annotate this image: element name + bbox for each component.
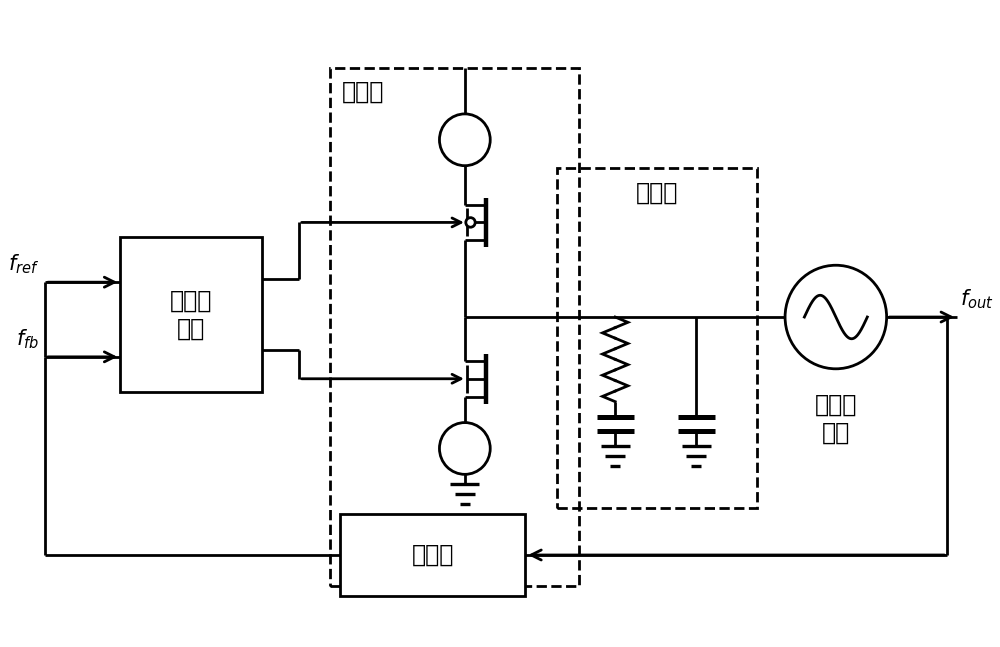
- Text: 分频器: 分频器: [411, 543, 454, 567]
- Text: 压控振
荡器: 压控振 荡器: [815, 393, 857, 444]
- Text: 滤波器: 滤波器: [636, 181, 678, 204]
- Text: 电荷泵: 电荷泵: [342, 80, 384, 104]
- Text: $f_{out}$: $f_{out}$: [960, 287, 994, 311]
- Bar: [557, 168, 757, 508]
- Text: 鉴频鉴
相器: 鉴频鉴 相器: [170, 289, 212, 340]
- Text: $f_{ref}$: $f_{ref}$: [8, 252, 39, 276]
- Circle shape: [439, 422, 490, 474]
- Circle shape: [439, 114, 490, 166]
- Text: $f_{fb}$: $f_{fb}$: [16, 327, 39, 351]
- Circle shape: [466, 217, 475, 227]
- Bar: [330, 68, 579, 586]
- Bar: [340, 514, 525, 596]
- Circle shape: [785, 265, 887, 369]
- Bar: [120, 237, 262, 391]
